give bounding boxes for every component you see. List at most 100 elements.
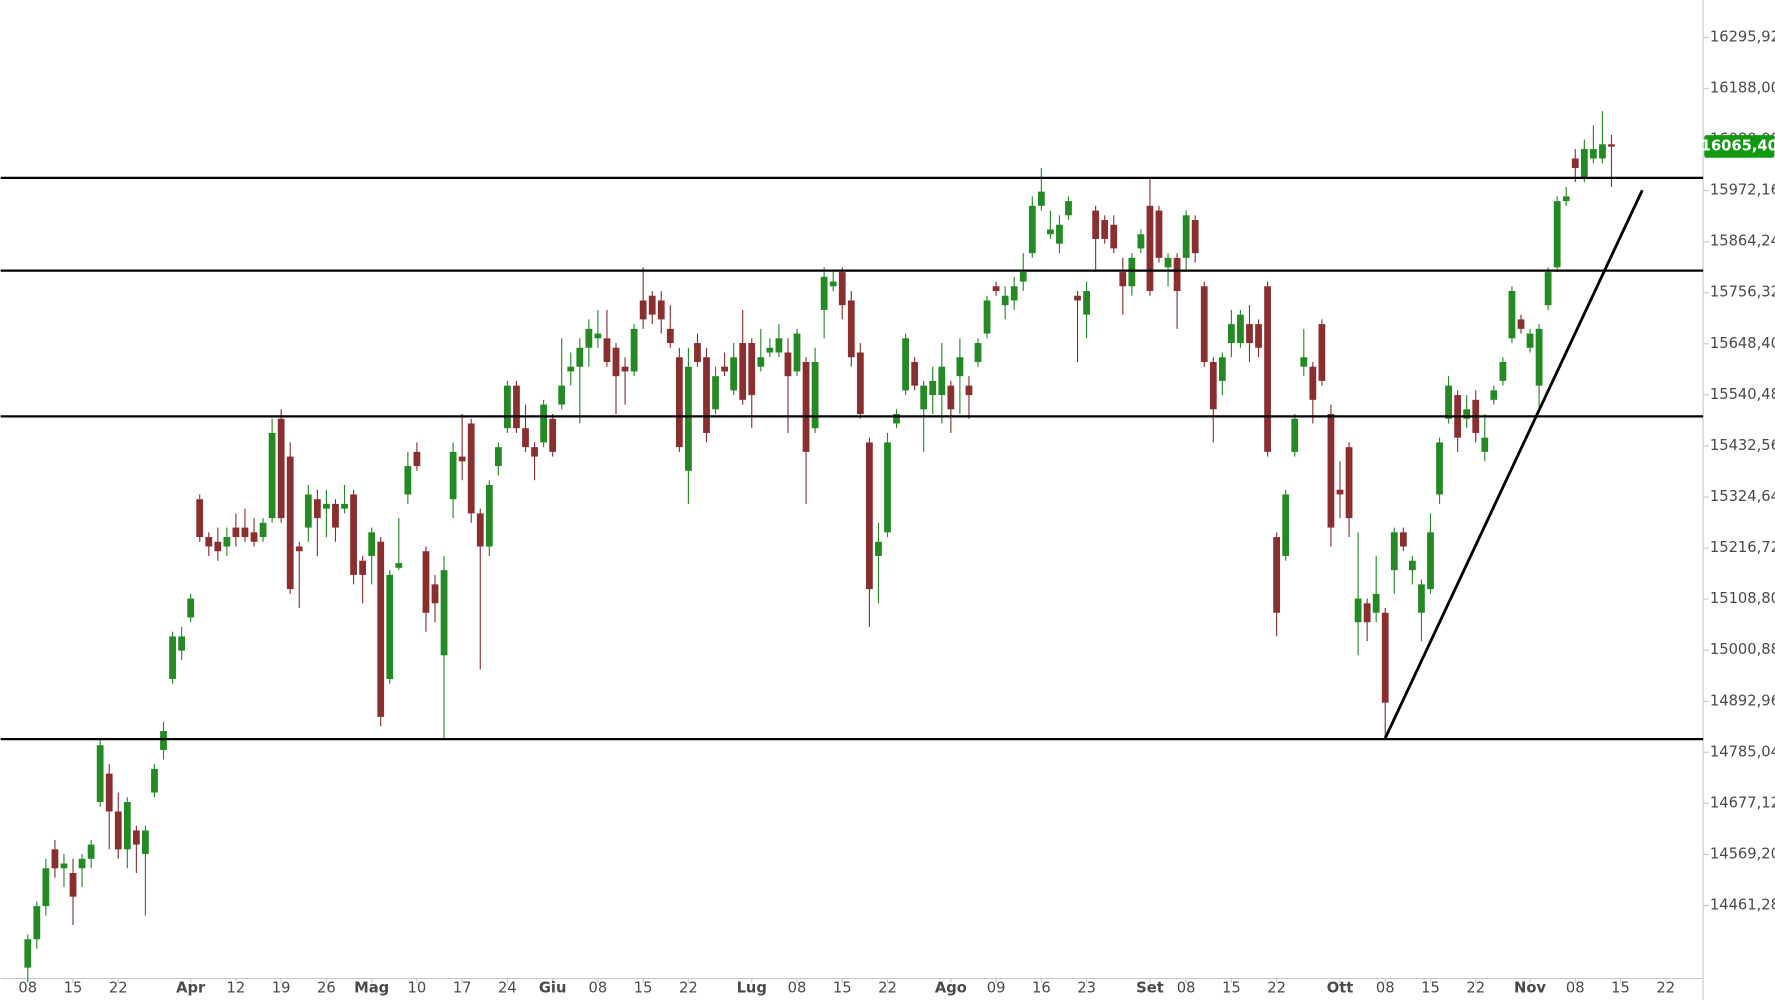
- candle-body: [1227, 324, 1235, 344]
- x-tick-label: 22: [679, 980, 698, 997]
- x-tick-label: 09: [987, 980, 1006, 997]
- candle-body: [567, 366, 575, 372]
- candle-body: [1580, 149, 1588, 178]
- candle-body: [522, 428, 529, 448]
- candle-body: [666, 328, 674, 344]
- candle-body: [359, 560, 367, 575]
- candle-body: [1372, 593, 1380, 613]
- y-tick-label: 15540,48: [1710, 386, 1775, 403]
- candle-body: [1010, 286, 1018, 301]
- candle-body: [920, 385, 928, 410]
- x-tick-label: Giu: [539, 980, 567, 997]
- candle-body: [947, 385, 955, 410]
- candle-body: [1200, 286, 1208, 362]
- candle-body: [992, 286, 1000, 291]
- y-tick-label: 15216,72: [1710, 539, 1775, 556]
- candle-body: [856, 352, 864, 415]
- candle-body: [1001, 295, 1009, 306]
- candle-body: [440, 570, 448, 656]
- candle-body: [1599, 144, 1606, 159]
- candle-body: [739, 343, 747, 400]
- last-price-tag: [1704, 135, 1775, 158]
- candle-body: [1119, 272, 1127, 287]
- candle-body: [214, 541, 222, 552]
- x-tick-label: Set: [1136, 980, 1164, 997]
- candle-body: [974, 343, 982, 362]
- candle-body: [838, 272, 846, 306]
- candle-body: [51, 849, 59, 869]
- candle-body: [169, 636, 176, 679]
- candle-body: [594, 333, 602, 339]
- candle-body: [476, 513, 484, 547]
- candle-body: [1092, 210, 1100, 239]
- candle-body: [639, 300, 647, 320]
- candle-body: [829, 281, 837, 287]
- candle-body: [178, 636, 186, 651]
- candle-body: [132, 830, 140, 845]
- candle-body: [160, 731, 167, 750]
- candle-body: [965, 385, 973, 396]
- candle-body: [1327, 414, 1335, 528]
- x-tick-label: 12: [227, 980, 246, 997]
- candle-body: [1037, 191, 1045, 206]
- y-tick-label: 14892,96: [1710, 692, 1775, 709]
- candle-body: [1182, 215, 1190, 258]
- candle-body: [449, 451, 457, 500]
- candle-body: [811, 361, 819, 429]
- candle-body: [114, 811, 122, 850]
- candle-body: [603, 338, 611, 362]
- candle-body: [712, 376, 719, 410]
- candle-body: [1101, 220, 1109, 239]
- x-tick-label: 22: [1656, 980, 1675, 997]
- candle-body: [531, 447, 538, 457]
- candle-body: [1309, 366, 1317, 400]
- candle-body: [721, 366, 728, 372]
- candle-body: [784, 352, 792, 377]
- candle-body: [413, 451, 421, 467]
- candle-body: [1065, 201, 1072, 216]
- candle-body: [1246, 324, 1253, 344]
- x-tick-label: Ott: [1327, 980, 1354, 997]
- candle-body: [395, 563, 403, 568]
- y-tick-label: 14677,12: [1710, 794, 1775, 811]
- x-tick-label: 08: [1566, 980, 1585, 997]
- x-tick-label: 08: [788, 980, 807, 997]
- y-tick-label: 15972,16: [1710, 182, 1775, 199]
- candle-body: [341, 503, 348, 509]
- candle-body: [1589, 149, 1597, 159]
- x-tick-label: Nov: [1514, 980, 1546, 997]
- candle-body: [802, 361, 810, 452]
- candle-body: [223, 537, 231, 547]
- candle-body: [1318, 324, 1326, 381]
- y-tick-label: 15864,24: [1710, 233, 1775, 250]
- candle-body: [1390, 532, 1398, 571]
- x-tick-label: 08: [1177, 980, 1196, 997]
- x-tick-label: 22: [1267, 980, 1286, 997]
- candle-body: [1047, 229, 1054, 235]
- candle-body: [911, 361, 919, 386]
- candle-body: [24, 939, 32, 968]
- candle-body: [612, 347, 620, 377]
- candle-body: [404, 466, 412, 495]
- candle-body: [1499, 361, 1507, 381]
- candle-body: [1508, 290, 1516, 339]
- candle-body: [1463, 409, 1471, 419]
- x-tick-label: 08: [1376, 980, 1395, 997]
- candle-body: [1381, 612, 1389, 703]
- y-tick-label: 14461,28: [1710, 897, 1775, 914]
- candle-body: [1110, 224, 1118, 249]
- candle-body: [1028, 205, 1036, 254]
- x-tick-label: Ago: [935, 980, 967, 997]
- candle-body: [123, 802, 131, 850]
- candle-body: [621, 366, 629, 372]
- candle-body: [241, 527, 249, 538]
- x-tick-label: 16: [1032, 980, 1051, 997]
- y-tick-label: 16295,92: [1710, 28, 1775, 45]
- candle-body: [494, 447, 502, 467]
- candle-body: [458, 456, 466, 462]
- candle-body: [893, 414, 900, 424]
- candle-body: [1237, 314, 1244, 344]
- candle-body: [820, 276, 828, 310]
- x-tick-label: 17: [453, 980, 472, 997]
- candle-body: [368, 532, 376, 556]
